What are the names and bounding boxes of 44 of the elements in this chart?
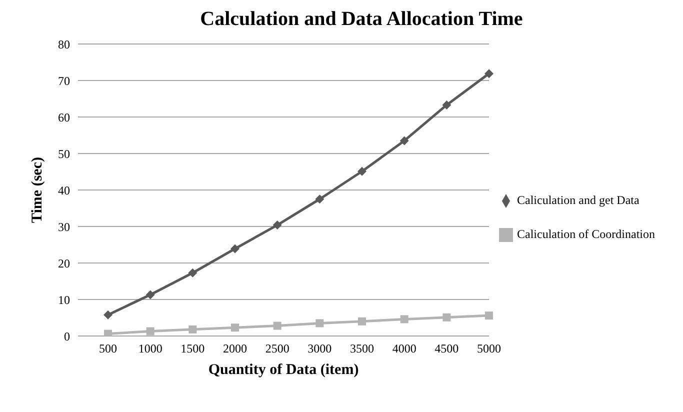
x-tick-label: 3000 — [308, 342, 332, 356]
y-tick-label: 60 — [58, 110, 70, 124]
point — [358, 166, 367, 176]
point — [484, 69, 494, 78]
point — [231, 324, 240, 332]
chart-title: Calculation and Data Allocation Time — [199, 8, 524, 32]
x-tick-label: 4000 — [392, 342, 416, 356]
point — [400, 315, 408, 324]
point — [315, 194, 324, 204]
legend-label: Caliculation and get Data — [517, 193, 640, 207]
x-tick-label: 4500 — [434, 342, 459, 356]
x-tick-label: 5000 — [477, 342, 502, 356]
x-tick-label: 2000 — [223, 342, 248, 356]
point — [146, 327, 154, 336]
point — [188, 325, 197, 334]
point — [230, 244, 240, 254]
x-axis-title: Quantity of Data (item) — [208, 362, 359, 378]
y-axis-title: Time (sec) — [29, 157, 46, 223]
x-tick-label: 2500 — [265, 342, 290, 356]
y-tick-label: 0 — [64, 329, 70, 344]
point — [400, 136, 409, 146]
point — [442, 100, 452, 110]
y-tick-label: 50 — [58, 146, 70, 161]
point — [273, 322, 282, 330]
point — [146, 290, 155, 300]
x-tick-label: 1000 — [138, 342, 162, 356]
y-tick-label: 40 — [58, 183, 70, 198]
x-tick-label: 3500 — [350, 342, 374, 356]
point — [104, 310, 112, 320]
y-tick-label: 80 — [58, 37, 70, 52]
x-tick-label: 500 — [99, 342, 117, 356]
y-tick-label: 30 — [58, 220, 70, 234]
point — [272, 220, 282, 230]
point — [104, 330, 112, 336]
y-tick-label: 10 — [58, 292, 70, 307]
legend-label: Caliculation of Coordination — [517, 227, 655, 241]
x-tick-label: 1500 — [180, 342, 205, 356]
y-tick-label: 70 — [58, 74, 70, 88]
y-tick-label: 20 — [58, 256, 70, 270]
point — [188, 268, 198, 278]
point — [485, 312, 494, 320]
point — [358, 317, 366, 326]
point — [316, 319, 324, 328]
point — [442, 313, 451, 322]
